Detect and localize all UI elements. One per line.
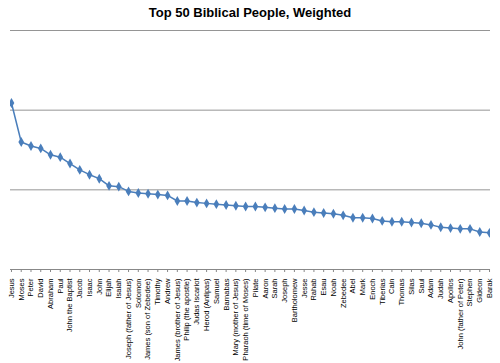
svg-text:Peter: Peter bbox=[26, 278, 35, 296]
svg-text:Isaac: Isaac bbox=[85, 278, 94, 296]
svg-text:Tiberias: Tiberias bbox=[378, 278, 387, 305]
svg-text:Barak: Barak bbox=[485, 278, 494, 298]
svg-text:Zebedee: Zebedee bbox=[339, 279, 348, 309]
svg-text:James (brother of Jesus): James (brother of Jesus) bbox=[173, 278, 182, 361]
svg-text:John: John bbox=[95, 279, 104, 295]
svg-text:Noah: Noah bbox=[329, 279, 338, 297]
svg-text:Samuel: Samuel bbox=[212, 278, 221, 304]
svg-text:Adam: Adam bbox=[426, 279, 435, 299]
svg-text:Joseph: Joseph bbox=[280, 279, 289, 303]
svg-text:Stephen: Stephen bbox=[465, 279, 474, 307]
svg-text:Abel: Abel bbox=[348, 278, 357, 293]
svg-text:Moses: Moses bbox=[17, 278, 26, 300]
svg-text:David: David bbox=[36, 279, 45, 298]
svg-text:John the Baptist: John the Baptist bbox=[65, 278, 74, 333]
svg-text:Thomas: Thomas bbox=[397, 278, 406, 305]
svg-text:Silas: Silas bbox=[407, 278, 416, 295]
svg-text:John (father of Peter): John (father of Peter) bbox=[456, 278, 465, 349]
svg-text:Mary (mother of Jesus): Mary (mother of Jesus) bbox=[231, 278, 240, 356]
svg-text:Andrew: Andrew bbox=[163, 278, 172, 304]
svg-text:Pharaoh (time of Moses): Pharaoh (time of Moses) bbox=[241, 278, 250, 361]
svg-text:Jesse: Jesse bbox=[300, 279, 309, 299]
svg-text:Cain: Cain bbox=[387, 279, 396, 294]
svg-text:Barnabas: Barnabas bbox=[222, 278, 231, 310]
svg-text:Herod (Antipas): Herod (Antipas) bbox=[202, 278, 211, 331]
svg-text:Abraham: Abraham bbox=[46, 279, 55, 309]
svg-text:Timothy: Timothy bbox=[153, 278, 162, 305]
svg-text:Joseph (father of Jesus): Joseph (father of Jesus) bbox=[124, 278, 133, 359]
svg-text:James (son of Zebedee): James (son of Zebedee) bbox=[143, 278, 152, 360]
html-text:Top 50 Biblical People, Weight: Top 50 Biblical People, Weighted bbox=[148, 5, 352, 20]
svg-text:Elijah: Elijah bbox=[104, 279, 113, 297]
svg-text:Pilate: Pilate bbox=[251, 279, 260, 298]
svg-text:Sarah: Sarah bbox=[270, 279, 279, 299]
svg-text:Apollos: Apollos bbox=[446, 278, 455, 303]
svg-text:Mark: Mark bbox=[358, 278, 367, 295]
svg-text:Paul: Paul bbox=[56, 278, 65, 293]
svg-text:Rahab: Rahab bbox=[309, 279, 318, 301]
svg-text:Bartholomew: Bartholomew bbox=[290, 278, 299, 322]
svg-text:Isaiah: Isaiah bbox=[114, 279, 123, 299]
svg-text:Judah: Judah bbox=[436, 279, 445, 299]
svg-text:Saul: Saul bbox=[417, 278, 426, 293]
svg-text:Philip (the apostle): Philip (the apostle) bbox=[182, 278, 191, 341]
svg-text:Gideon: Gideon bbox=[475, 279, 484, 303]
svg-text:Esau: Esau bbox=[319, 279, 328, 296]
svg-text:Enoch: Enoch bbox=[368, 279, 377, 300]
svg-text:Jesus: Jesus bbox=[7, 278, 16, 298]
svg-text:Jacob: Jacob bbox=[75, 279, 84, 299]
svg-text:Aaron: Aaron bbox=[261, 279, 270, 299]
svg-text:Solomon: Solomon bbox=[134, 279, 143, 309]
svg-text:Judas Iscariot: Judas Iscariot bbox=[192, 278, 201, 325]
